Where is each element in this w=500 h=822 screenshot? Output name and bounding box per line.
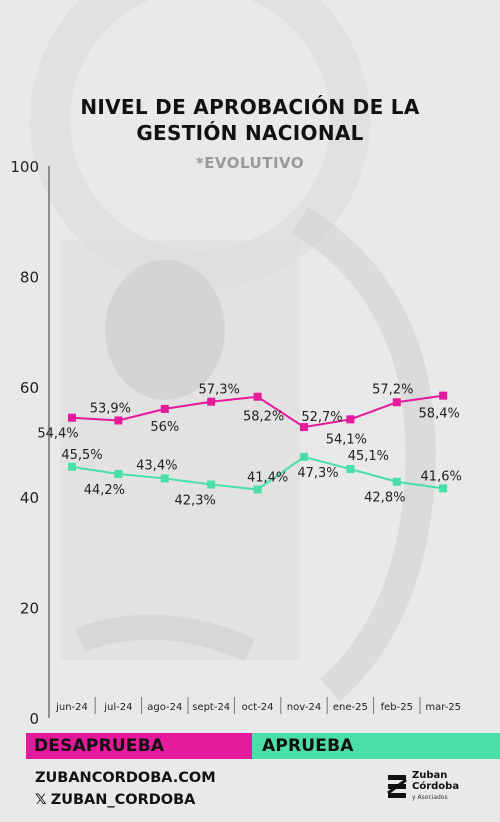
data-label: 45,1% [348, 449, 389, 464]
y-tick-label: 40 [20, 489, 39, 507]
data-label: 42,8% [364, 491, 405, 506]
data-point-desaprueba [346, 415, 355, 424]
logo-subtitle: y Asociados [412, 794, 448, 801]
data-point-desaprueba [160, 404, 169, 413]
website-text: ZUBANCORDOBA.COM [35, 770, 216, 786]
legend-aprueba: APRUEBA [252, 733, 500, 759]
data-label: 58,2% [243, 410, 284, 425]
data-label: 45,5% [61, 448, 102, 463]
logo-line1: Zuban [412, 770, 448, 781]
data-label: 52,7% [301, 410, 342, 425]
data-point-aprueba [300, 452, 308, 461]
logo-mark-icon [387, 775, 407, 798]
data-label: 57,2% [372, 382, 413, 397]
data-point-aprueba [68, 462, 76, 471]
y-tick-label: 80 [20, 268, 39, 286]
data-point-aprueba [439, 484, 448, 493]
data-label: 41,4% [247, 470, 288, 485]
data-label: 54,1% [326, 432, 367, 447]
data-label: 56% [150, 420, 179, 435]
data-point-desaprueba [300, 423, 308, 432]
data-label: 54,4% [37, 427, 78, 442]
x-tick-label: nov-24 [287, 702, 321, 713]
legend-desaprueba: DESAPRUEBA [26, 733, 252, 759]
data-point-aprueba [207, 480, 216, 489]
x-tick-label: sept-24 [192, 702, 230, 713]
data-point-desaprueba [68, 413, 76, 422]
data-label: 57,3% [199, 383, 240, 398]
chart-title-line2: GESTIÓN NACIONAL [136, 121, 364, 145]
data-label: 44,2% [84, 483, 125, 498]
data-point-aprueba [253, 485, 262, 494]
data-point-desaprueba [253, 392, 262, 401]
data-point-desaprueba [114, 416, 123, 425]
data-label: 58,4% [419, 407, 460, 422]
x-tick-label: oct-24 [242, 702, 274, 713]
x-tick-label: mar-25 [425, 702, 461, 713]
data-point-aprueba [392, 477, 401, 486]
data-point-desaprueba [207, 397, 216, 406]
x-tick-label: feb-25 [381, 702, 413, 713]
zuban-cordoba-logo: Zuban Córdoba y Asociados [386, 770, 476, 810]
data-label: 47,3% [297, 466, 338, 481]
y-tick-label: 0 [29, 710, 39, 728]
data-label: 43,4% [136, 458, 177, 473]
chart-subtitle: *EVOLUTIVO [195, 154, 305, 172]
data-label: 42,3% [175, 494, 216, 509]
x-tick-label: jul-24 [103, 702, 132, 713]
y-tick-label: 100 [10, 158, 39, 176]
y-tick-label: 60 [20, 379, 39, 397]
logo-wordmark: Zuban Córdoba [412, 770, 459, 792]
data-point-desaprueba [439, 391, 448, 400]
data-point-aprueba [160, 474, 169, 483]
x-tick-label: jun-24 [55, 702, 88, 713]
chart-title-line1: NIVEL DE APROBACIÓN DE LA [80, 95, 420, 119]
y-tick-label: 20 [20, 600, 39, 618]
data-label: 41,6% [421, 469, 462, 484]
chart-title: NIVEL DE APROBACIÓN DE LA GESTIÓN NACION… [0, 94, 500, 146]
x-tick-label: ene-25 [333, 702, 368, 713]
social-handle: 𝕏 ZUBAN_CORDOBA [35, 792, 195, 808]
x-logo-icon: 𝕏 [35, 792, 47, 808]
logo-line2: Córdoba [412, 781, 460, 792]
data-point-aprueba [346, 465, 355, 474]
data-label: 53,9% [90, 401, 131, 416]
handle-text: ZUBAN_CORDOBA [50, 792, 196, 808]
x-tick-label: ago-24 [147, 702, 182, 713]
data-point-desaprueba [392, 398, 401, 407]
legend: DESAPRUEBA APRUEBA [26, 733, 500, 759]
data-point-aprueba [114, 470, 123, 479]
